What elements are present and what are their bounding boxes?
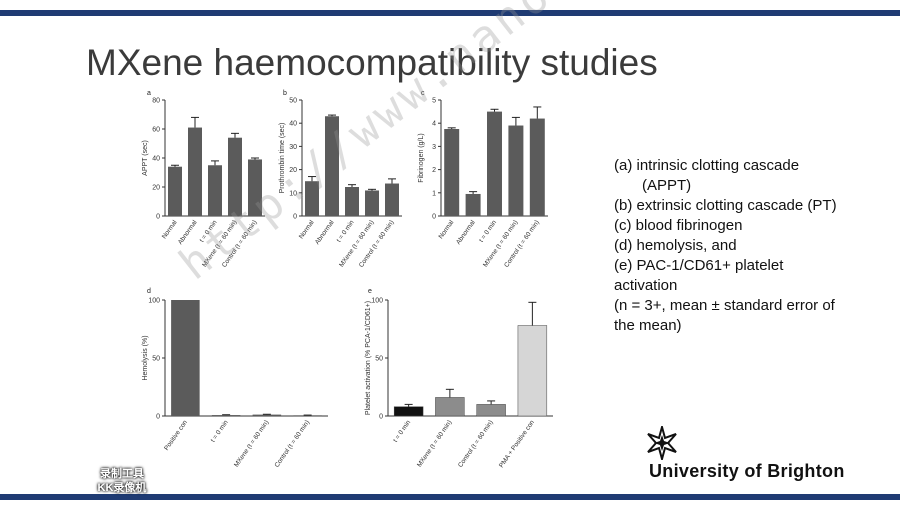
bar-b-4 xyxy=(385,183,399,216)
panel-label-a: a xyxy=(147,90,151,97)
y-tick-label-b: 50 xyxy=(289,98,297,105)
bar-d-3 xyxy=(293,415,322,417)
bar-c-2 xyxy=(487,111,502,216)
category-label-e-3: PMA + Positive con xyxy=(498,419,536,469)
category-label-e-1: MXene (t = 60 min) xyxy=(416,419,454,468)
y-tick-label-d: 50 xyxy=(152,356,160,363)
y-tick-label-c: 5 xyxy=(432,98,436,105)
legend-e: (e) PAC-1/CD61+ platelet xyxy=(614,257,784,274)
bar-e-2 xyxy=(476,404,506,417)
recorder-brand: 录制工具 KK录像机 xyxy=(82,467,162,495)
y-tick-label-a: 60 xyxy=(152,127,160,134)
legend-c: (c) blood fibrinogen xyxy=(614,217,743,234)
y-tick-label-e: 50 xyxy=(375,356,383,363)
y-label-d: Hemolysis (%) xyxy=(142,335,149,380)
y-tick-label-a: 20 xyxy=(152,185,160,192)
panel-label-b: b xyxy=(283,90,287,97)
y-tick-label-a: 40 xyxy=(152,156,160,163)
legend-n2: the mean) xyxy=(614,317,682,334)
legend-a2: (APPT) xyxy=(642,177,692,194)
category-label-b-2: t = 0 min xyxy=(336,219,356,244)
bar-b-1 xyxy=(325,116,339,216)
bar-a-3 xyxy=(228,137,242,216)
y-label-c: Fibrinogen (g/L) xyxy=(418,133,425,182)
panel-label-d: d xyxy=(147,288,151,295)
y-label-a: APPT (sec) xyxy=(142,140,149,176)
category-label-e-2: Control (t = 60 min) xyxy=(457,419,495,469)
y-tick-label-b: 20 xyxy=(289,167,297,174)
y-tick-label-c: 2 xyxy=(432,167,436,174)
category-label-a-2: t = 0 min xyxy=(199,219,219,244)
y-tick-label-e: 0 xyxy=(379,414,383,421)
category-label-d-0: Positive con xyxy=(163,419,189,452)
y-label-e: Platelet activation (% PCA-1/CD61+) xyxy=(365,301,372,415)
category-label-e-0: t = 0 min xyxy=(392,419,412,444)
figure-legend: (a) intrinsic clotting cascade (APPT) (b… xyxy=(614,156,884,336)
panel-label-c: c xyxy=(421,90,425,97)
category-label-c-0: Normal xyxy=(438,219,456,241)
y-tick-label-c: 3 xyxy=(432,144,436,151)
bar-c-3 xyxy=(508,125,524,216)
bar-d-2 xyxy=(252,414,282,416)
legend-a: (a) intrinsic clotting cascade xyxy=(614,157,800,174)
category-label-b-1: Abnormal xyxy=(314,219,336,246)
y-tick-label-a: 80 xyxy=(152,98,160,105)
bar-e-3 xyxy=(517,325,548,417)
y-label-b: Prothrombin time (sec) xyxy=(279,123,286,194)
y-tick-label-a: 0 xyxy=(156,214,160,221)
y-tick-label-d: 100 xyxy=(148,298,160,305)
category-label-d-1: t = 0 min xyxy=(210,419,230,444)
bar-c-4 xyxy=(529,118,545,216)
bar-b-0 xyxy=(305,181,319,216)
y-tick-label-e: 100 xyxy=(371,298,383,305)
y-tick-label-b: 10 xyxy=(289,190,297,197)
y-tick-label-c: 4 xyxy=(432,121,436,128)
legend-d: (d) hemolysis, and xyxy=(614,237,737,254)
y-tick-label-b: 40 xyxy=(289,121,297,128)
bar-d-1 xyxy=(211,415,241,416)
bar-b-2 xyxy=(345,187,359,216)
y-tick-label-b: 30 xyxy=(289,144,297,151)
category-label-d-2: MXene (t = 60 min) xyxy=(233,419,271,468)
bar-c-1 xyxy=(465,193,481,216)
bar-c-0 xyxy=(444,129,460,216)
legend-e2: activation xyxy=(614,277,678,294)
category-label-c-2: t = 0 min xyxy=(478,219,498,244)
bar-a-1 xyxy=(188,127,202,216)
bar-e-1 xyxy=(435,397,465,417)
panel-label-e: e xyxy=(368,288,372,295)
category-label-a-0: Normal xyxy=(161,219,179,241)
y-tick-label-c: 0 xyxy=(432,214,436,221)
category-label-a-1: Abnormal xyxy=(177,219,199,246)
category-label-b-0: Normal xyxy=(298,219,316,241)
bar-d-0 xyxy=(171,300,200,416)
top-rule xyxy=(0,10,900,16)
legend-n: (n = 3+, mean ± standard error of xyxy=(614,297,835,314)
category-label-c-1: Abnormal xyxy=(455,219,477,246)
recorder-brand-line1: 录制工具 xyxy=(100,468,144,480)
slide-title: MXene haemocompatibility studies xyxy=(86,42,658,83)
legend-b: (b) extrinsic clotting cascade (PT) xyxy=(614,197,837,214)
university-name: University of Brighton xyxy=(649,461,845,481)
category-label-d-3: Control (t = 60 min) xyxy=(274,419,312,469)
bar-b-3 xyxy=(365,190,379,216)
bar-a-4 xyxy=(248,159,262,216)
y-tick-label-c: 1 xyxy=(432,190,436,197)
bar-a-2 xyxy=(208,165,222,216)
bottom-rule xyxy=(0,494,900,500)
bar-a-0 xyxy=(168,166,182,216)
y-tick-label-b: 0 xyxy=(293,214,297,221)
bar-e-0 xyxy=(393,406,424,417)
y-tick-label-d: 0 xyxy=(156,414,160,421)
university-star-icon xyxy=(647,426,677,460)
recorder-brand-line2: KK录像机 xyxy=(97,482,147,494)
